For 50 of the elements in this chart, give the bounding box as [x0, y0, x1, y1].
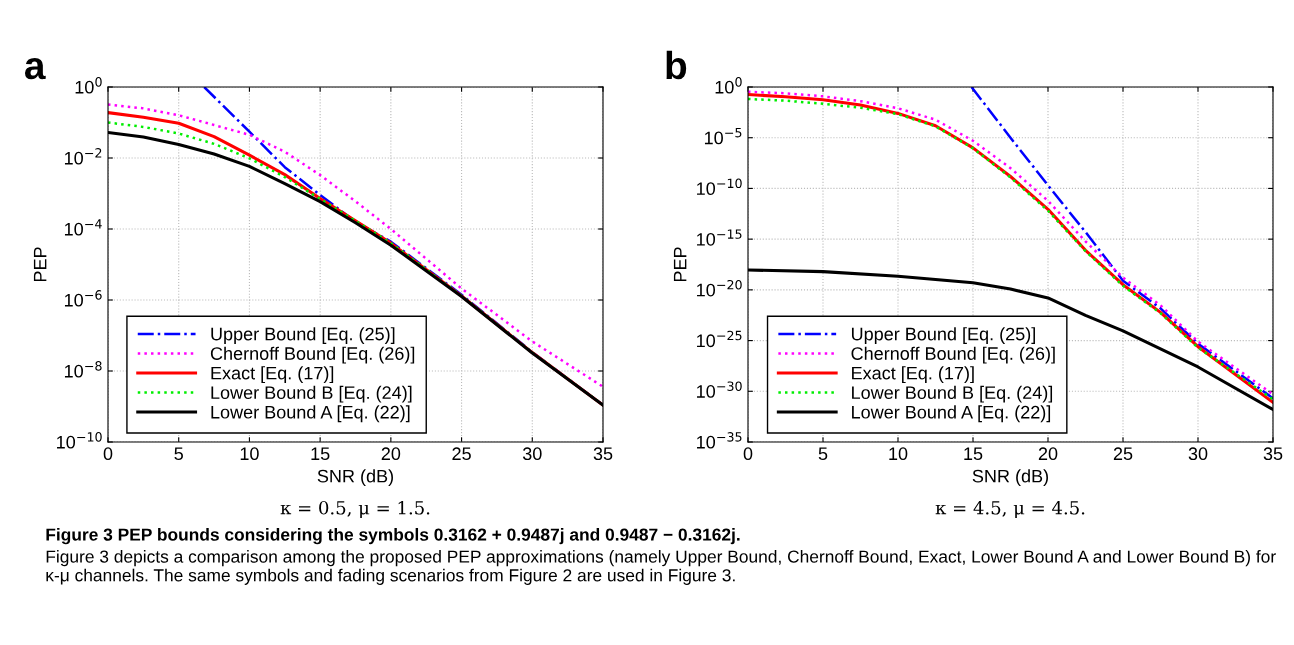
x-axis-title: SNR (dB) — [317, 469, 393, 487]
y-tick-label: 10$^{−6}$ — [64, 290, 102, 307]
y-tick-label: 10$^{−20}$ — [697, 279, 742, 297]
y-tick-label: 10$^{−10}$ — [697, 178, 742, 196]
legend-label: Lower Bound B [Eq. (24)] — [211, 385, 412, 403]
legend-label: Chernoff Bound [Eq. (26)] — [210, 346, 415, 364]
legend-label: Chernoff Bound [Eq. (26)] — [851, 346, 1055, 364]
chart-title: a — [24, 58, 46, 80]
legend-label: Exact [Eq. (17)] — [852, 366, 974, 384]
y-tick-label: 10$^{−2}$ — [64, 148, 102, 165]
x-tick-label: 30 — [1188, 447, 1208, 461]
legend-label: Lower Bound A [Eq. (22)] — [852, 405, 1051, 423]
y-tick-label: 10$^{0}$ — [75, 77, 102, 94]
x-tick-label: 10 — [889, 447, 908, 461]
y-tick-label: 10$^{−30}$ — [697, 381, 742, 398]
x-tick-label: 20 — [1038, 447, 1058, 461]
legend-label: Exact [Eq. (17)] — [211, 366, 334, 384]
text: κ = 4.5, μ = 4.5. — [935, 500, 1085, 519]
y-tick-label: 10$^{−25}$ — [697, 330, 742, 348]
x-axis-title: SNR (dB) — [972, 469, 1048, 487]
x-tick-label: 25 — [452, 447, 471, 461]
x-tick-label: 35 — [1263, 447, 1283, 461]
legend-label: Upper Bound [Eq. (25)] — [851, 327, 1035, 344]
x-tick-label: 20 — [381, 447, 401, 461]
y-tick-label: 10$^{−15}$ — [697, 229, 742, 246]
x-tick-label: 30 — [522, 447, 542, 461]
caption: Figure 3 PEP bounds considering the symbols 0.3162 + 0.9487j and 0.9487 − 0.3162j. — [46, 528, 740, 545]
x-tick-label: 5 — [174, 447, 183, 461]
y-tick-label: 10$^{−35}$ — [697, 432, 742, 449]
x-tick-label: 35 — [593, 447, 613, 461]
y-tick-label: 10$^{−5}$ — [704, 128, 742, 145]
x-tick-label: 15 — [311, 447, 330, 461]
y-axis-title: PEP — [673, 247, 687, 282]
y-axis-title: PEP — [33, 247, 47, 282]
x-tick-label: 0 — [103, 447, 113, 461]
x-tick-label: 10 — [240, 447, 259, 461]
x-tick-label: 0 — [743, 447, 753, 461]
legend-label: Upper Bound [Eq. (25)] — [211, 327, 395, 344]
x-tick-label: 25 — [1113, 447, 1133, 461]
x-tick-label: 15 — [964, 447, 983, 461]
x-tick-label: 5 — [818, 447, 828, 461]
caption: Figure 3 depicts a comparison among the proposed PEP approximations (namely Upper Bound, Chernoff Bound, Exact, Lower Bound A and Lower Bound B) for κ-μ channels. The same symbols and fading scenarios from Figure 2 are used in Figure 3. — [46, 550, 1276, 585]
y-tick-label: 10$^{−4}$ — [64, 219, 102, 236]
legend-label: Lower Bound B [Eq. (24)] — [852, 385, 1053, 403]
y-tick-label: 10$^{−10}$ — [57, 432, 102, 449]
y-tick-label: 10$^{0}$ — [715, 77, 742, 94]
y-tick-label: 10$^{−8}$ — [64, 361, 102, 378]
chart-title: b — [666, 50, 687, 80]
text: κ = 0.5, μ = 1.5. — [280, 500, 430, 519]
legend-label: Lower Bound A [Eq. (22)] — [211, 405, 410, 423]
